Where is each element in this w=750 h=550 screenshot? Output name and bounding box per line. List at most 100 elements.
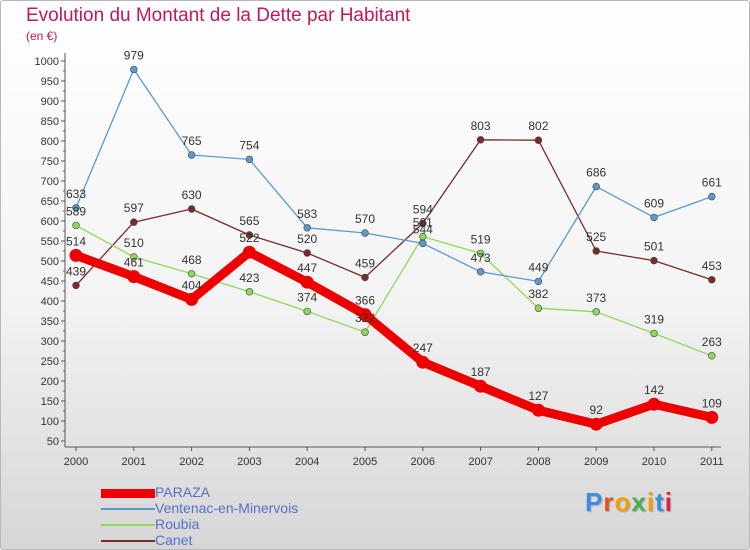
data-point (531, 403, 545, 417)
x-tick-label: 2008 (526, 456, 550, 468)
y-tick-label: 250 (41, 356, 59, 368)
logo-letter: t (655, 487, 665, 517)
logo-letter: o (614, 487, 632, 517)
data-label: 520 (297, 232, 317, 246)
chart-title: Evolution du Montant de la Dette par Hab… (26, 5, 411, 26)
series-line-ventenac-en-minervois (75, 68, 713, 283)
data-point (130, 253, 138, 261)
data-label: 459 (355, 256, 375, 270)
data-label: 803 (471, 119, 491, 133)
data-label: 597 (124, 201, 144, 215)
data-label: 127 (528, 389, 548, 403)
y-tick-label: 150 (41, 396, 59, 408)
data-point (534, 136, 543, 144)
data-label: 468 (182, 253, 202, 267)
data-point (592, 182, 600, 191)
x-tick-label: 2005 (353, 456, 377, 468)
data-label: 439 (66, 264, 86, 278)
legend-label: Ventenac-en-Minervois (155, 500, 299, 516)
x-tick-label: 2010 (642, 456, 666, 468)
data-point (303, 249, 311, 257)
legend-swatch (101, 540, 155, 542)
legend-label: Roubia (155, 516, 200, 532)
y-tick-label: 800 (41, 136, 59, 148)
data-point (303, 307, 311, 316)
data-label: 630 (182, 188, 202, 202)
x-tick-label: 2007 (468, 456, 492, 468)
x-tick-label: 2006 (411, 456, 435, 468)
data-label: 453 (702, 259, 722, 273)
data-point (300, 275, 314, 289)
data-label: 979 (124, 48, 144, 62)
data-label: 449 (528, 260, 548, 274)
y-tick-label: 50 (47, 436, 59, 448)
data-point (592, 247, 600, 255)
data-point (361, 273, 369, 282)
data-label: 461 (124, 256, 144, 270)
data-label: 510 (124, 236, 144, 250)
data-point (72, 281, 80, 290)
data-label: 594 (413, 202, 433, 216)
y-tick-label: 950 (41, 76, 59, 88)
data-label: 447 (297, 261, 317, 275)
legend-swatch (101, 508, 155, 510)
data-label: 633 (66, 187, 86, 201)
data-point (708, 276, 716, 284)
data-point (705, 410, 719, 424)
data-label: 519 (471, 232, 491, 246)
logo-letter: P (585, 487, 604, 517)
data-point (419, 239, 427, 248)
data-label: 374 (297, 290, 317, 304)
data-label: 423 (239, 271, 259, 285)
data-point (245, 288, 254, 296)
data-point (534, 277, 543, 286)
data-label: 373 (586, 291, 606, 305)
data-point (708, 192, 716, 201)
data-point (72, 221, 80, 230)
data-label: 404 (182, 278, 202, 292)
data-point (708, 352, 716, 360)
data-point (245, 231, 254, 239)
data-label: 247 (413, 341, 433, 355)
data-label: 473 (471, 251, 491, 265)
y-tick-label: 600 (41, 216, 59, 228)
data-point (476, 136, 485, 144)
data-label: 142 (644, 383, 664, 397)
x-tick-label: 2011 (700, 456, 724, 468)
data-point (187, 205, 196, 213)
data-label: 501 (644, 240, 664, 254)
data-point (650, 256, 658, 265)
data-label: 609 (644, 196, 664, 210)
data-point (534, 304, 543, 312)
y-tick-label: 850 (41, 116, 59, 128)
series-line-roubia (75, 224, 713, 357)
logo-letter: i (664, 487, 673, 517)
y-tick-label: 550 (41, 236, 59, 248)
data-point (476, 268, 485, 276)
data-point (650, 213, 658, 222)
logo-letter: i (646, 487, 656, 517)
y-tick-label: 100 (41, 416, 59, 428)
logo-letter: x (631, 487, 647, 517)
data-label: 561 (413, 216, 433, 230)
legend-swatch (101, 489, 155, 498)
data-label: 263 (702, 335, 722, 349)
data-label: 187 (471, 365, 491, 379)
data-point (185, 292, 199, 306)
y-tick-label: 300 (41, 336, 59, 348)
series-line-canet (75, 139, 713, 287)
data-label: 382 (528, 287, 548, 301)
data-point (303, 224, 311, 232)
data-point (361, 229, 369, 237)
data-point (476, 249, 485, 258)
data-label: 544 (413, 222, 433, 236)
y-tick-label: 350 (41, 316, 59, 328)
logo-letter: r (603, 487, 615, 517)
data-point (650, 329, 658, 338)
y-tick-label: 400 (41, 296, 59, 308)
data-point (589, 417, 603, 431)
data-point (361, 328, 369, 336)
data-point (419, 219, 427, 228)
